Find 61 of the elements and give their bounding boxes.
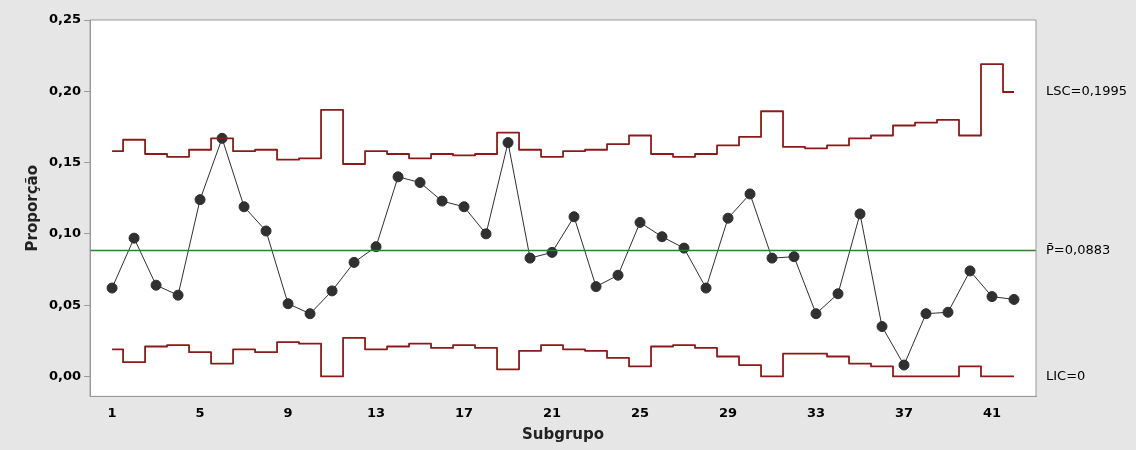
point [788, 251, 800, 263]
x-tick-label: 21 [542, 404, 562, 420]
point [370, 241, 382, 253]
point [722, 212, 734, 224]
point [590, 281, 602, 293]
point [612, 269, 624, 281]
point [568, 211, 580, 223]
point [942, 306, 954, 318]
point [634, 216, 646, 228]
x-axis-title: Subgrupo [522, 424, 605, 443]
point [854, 208, 866, 220]
y-tick-label: 0,10 [49, 225, 82, 241]
x-tick-label: 13 [367, 404, 386, 420]
point [832, 288, 844, 300]
point [172, 289, 184, 301]
point [326, 285, 338, 297]
point [260, 225, 272, 237]
point [920, 308, 932, 320]
y-tick-label: 0,05 [49, 296, 82, 312]
x-tick-label: 17 [455, 404, 474, 420]
point [106, 282, 118, 294]
point [524, 252, 536, 264]
x-tick-label: 9 [283, 404, 293, 420]
point [304, 308, 316, 320]
annotation: LSC=0,1995 [1046, 83, 1127, 99]
y-tick-label: 0,20 [49, 82, 82, 98]
point [436, 195, 448, 207]
x-tick-label: 37 [894, 404, 914, 420]
x-tick-label: 5 [195, 404, 205, 420]
ref-line-label: P̄=0,0883 [1046, 241, 1111, 257]
point [128, 232, 140, 244]
point [480, 228, 492, 240]
point [986, 291, 998, 303]
x-tick-label: 29 [718, 404, 738, 420]
point [744, 188, 756, 200]
y-tick-label: 0,25 [49, 11, 82, 27]
point [656, 231, 668, 243]
point [700, 282, 712, 294]
point [348, 256, 360, 268]
point [502, 137, 514, 149]
point [898, 359, 910, 371]
x-tick-label: 25 [630, 404, 650, 420]
point [414, 177, 426, 189]
point [392, 171, 404, 183]
point [1008, 293, 1020, 305]
point [810, 308, 822, 320]
point [238, 201, 250, 213]
y-tick-label: 0,00 [49, 367, 82, 383]
point [194, 194, 206, 206]
annotation: LIC=0 [1046, 367, 1086, 383]
y-tick-label: 0,15 [49, 153, 82, 169]
x-tick-label: 1 [107, 404, 117, 420]
point [458, 201, 470, 213]
x-tick-label: 33 [806, 404, 826, 420]
x-tick-label: 41 [982, 404, 1002, 420]
y-axis-title: Proporção [22, 164, 41, 252]
point [766, 252, 778, 264]
point [150, 279, 162, 291]
point [282, 298, 294, 310]
point [964, 265, 976, 277]
point [876, 321, 888, 333]
